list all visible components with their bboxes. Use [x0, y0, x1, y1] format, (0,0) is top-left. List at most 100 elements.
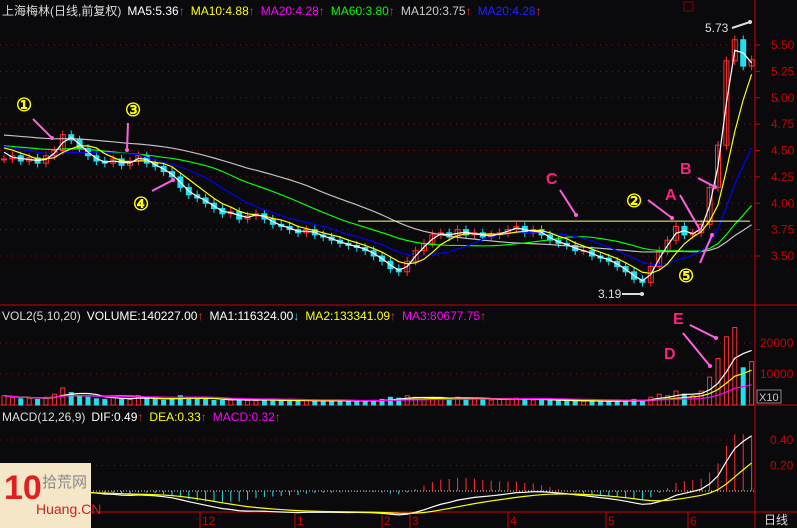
- volume-bar: [312, 400, 318, 406]
- price-tick-label: 5.25: [771, 64, 795, 78]
- volume-bar: [51, 393, 57, 406]
- volume-bar: [211, 399, 217, 406]
- volume-ma1-line: [3, 349, 752, 402]
- high-price-label: 5.73: [705, 21, 729, 35]
- ma5-label: MA5:5.36↑: [127, 4, 185, 18]
- circled-label-c3: ③: [125, 100, 141, 120]
- candle-body: [505, 229, 511, 234]
- volume-bar: [564, 400, 570, 406]
- ma20-line: [3, 146, 753, 265]
- circled-label-c5: ⑤: [678, 266, 694, 286]
- candle-body: [748, 59, 755, 67]
- window-restore-icon[interactable]: [683, 1, 694, 12]
- volume-bar: [606, 401, 612, 406]
- candle-body: [673, 225, 679, 241]
- volume-bar: [161, 399, 167, 406]
- circled-label-c4: ④: [133, 194, 149, 214]
- dif-value: DIF:0.49↑: [91, 410, 144, 424]
- volume-bar: [18, 398, 24, 406]
- volume-bar: [446, 398, 452, 406]
- volume-bar: [723, 336, 729, 406]
- arrow-icon: [151, 179, 174, 192]
- volume-bar: [396, 397, 402, 406]
- circled-label-c2: ②: [626, 191, 642, 211]
- volume-bar: [354, 400, 360, 406]
- macd-value: MACD:0.32↑: [212, 410, 281, 424]
- date-label: 1: [297, 514, 304, 528]
- candle-body: [429, 234, 436, 244]
- annotation-E: E: [673, 311, 684, 328]
- arrow-icon: [697, 177, 716, 188]
- candle-body: [59, 134, 66, 152]
- volume-bar: [194, 398, 200, 406]
- price-tick-label: 5.00: [771, 91, 795, 105]
- vol-name: VOL2(5,10,20): [2, 309, 81, 323]
- ma120-label: MA120:3.75↑: [400, 4, 472, 18]
- volume-bar: [287, 400, 293, 406]
- arrow-icon: [647, 199, 673, 219]
- date-label: 3: [412, 514, 419, 528]
- ma5-line: [3, 49, 753, 282]
- volume-bar: [413, 396, 419, 406]
- arrow-head-icon: [698, 228, 702, 232]
- candle-body: [689, 232, 696, 236]
- price-header: 上海梅林(日线,前复权) MA5:5.36↑ MA10:4.88↑ MA20:4.28…: [2, 2, 548, 19]
- arrow-head-icon: [670, 216, 674, 220]
- ma60-label: MA60:3.80↑: [330, 4, 395, 18]
- volume-bar: [144, 398, 150, 406]
- volume-bar: [245, 399, 251, 406]
- dif-line: [3, 435, 752, 516]
- volume-bar: [320, 400, 326, 406]
- arrow-head-icon: [714, 336, 718, 340]
- arrow-icon: [679, 194, 701, 231]
- volume-bar: [690, 395, 696, 406]
- arrow-head-icon: [574, 213, 578, 217]
- candle-body: [731, 39, 738, 62]
- date-label: 6: [690, 514, 697, 528]
- volume-bar: [631, 398, 637, 406]
- macd-header: MACD(12,26,9) DIF:0.49↑ DEA:0.33↑ MACD:0.32…: [2, 410, 287, 424]
- candle-body: [647, 266, 654, 283]
- volume-bar: [127, 398, 133, 406]
- price-tick-label: 4.50: [771, 144, 795, 158]
- volume-bar: [555, 399, 561, 406]
- macd-tick-label: 0.20: [770, 459, 794, 473]
- volume-bar: [110, 396, 116, 406]
- ma20-label: MA20:4.28↑: [260, 4, 325, 18]
- ma10-line: [3, 74, 753, 274]
- dea-line: [3, 462, 752, 514]
- volume-bar: [1, 395, 7, 406]
- dea-value: DEA:0.33↑: [149, 410, 207, 424]
- volume-bar: [749, 361, 755, 406]
- volume-bar: [219, 399, 225, 406]
- ma120-line: [3, 134, 752, 253]
- arrow-icon: [32, 118, 53, 139]
- arrow-icon: [559, 189, 577, 216]
- date-label: 2: [384, 514, 391, 528]
- volume-bar: [68, 392, 74, 406]
- arrow-icon: [689, 324, 717, 339]
- macd-name: MACD(12,26,9): [2, 410, 86, 424]
- arrow-head-icon: [713, 185, 717, 189]
- volume-bar: [261, 399, 267, 406]
- volume-bar: [597, 400, 603, 406]
- volume-bar: [295, 400, 301, 406]
- volume-bar: [589, 400, 595, 406]
- arrow-icon: [682, 332, 711, 367]
- volume-bar: [581, 400, 587, 406]
- volume-unit-box: [756, 389, 782, 404]
- ma20b-label: MA20:4.28↑: [477, 4, 542, 18]
- arrow-head-icon: [125, 148, 129, 152]
- volume-bar: [26, 397, 32, 406]
- volume-bar: [169, 398, 175, 406]
- date-label: 12: [202, 514, 216, 528]
- price-tick-label: 4.75: [771, 117, 795, 131]
- volume-bar: [270, 399, 276, 406]
- volume-bar: [530, 399, 536, 406]
- volume-bar: [203, 398, 209, 406]
- volume-bar: [119, 398, 125, 406]
- arrow-icon: [731, 21, 751, 29]
- candle-body: [706, 186, 713, 225]
- volume-bar: [732, 327, 738, 406]
